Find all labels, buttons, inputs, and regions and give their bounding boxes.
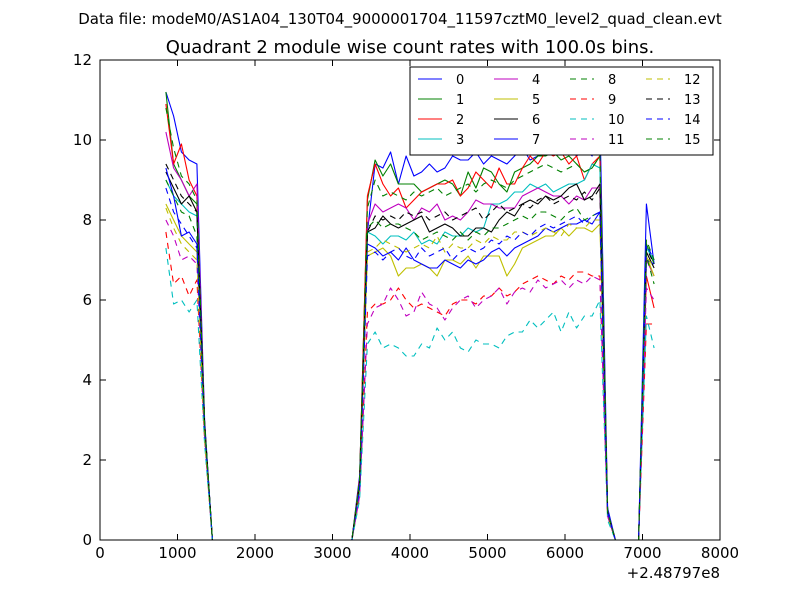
x-tick-label: 5000 [468, 544, 506, 562]
legend-label: 3 [456, 133, 464, 148]
legend-label: 0 [456, 73, 464, 88]
legend-label: 6 [532, 113, 540, 128]
x-tick-label: 8000 [701, 544, 739, 562]
legend-label: 14 [684, 113, 701, 128]
x-tick-label: 1000 [158, 544, 196, 562]
y-tick-label: 8 [82, 211, 92, 229]
legend-label: 13 [684, 93, 701, 108]
legend-item-12: 12 [646, 73, 701, 88]
y-tick-label: 4 [82, 371, 92, 389]
legend-item-15: 15 [646, 133, 701, 148]
legend-item-7: 7 [494, 133, 540, 148]
x-tick-label: 7000 [623, 544, 661, 562]
legend-label: 15 [684, 133, 701, 148]
legend-label: 2 [456, 113, 464, 128]
legend-item-13: 13 [646, 93, 701, 108]
legend-item-5: 5 [494, 93, 540, 108]
y-tick-label: 2 [82, 451, 92, 469]
legend-label: 10 [608, 113, 625, 128]
legend-label: 1 [456, 93, 464, 108]
y-tick-label: 6 [82, 291, 92, 309]
legend-item-2: 2 [418, 113, 464, 128]
series-line-14 [165, 187, 655, 541]
x-tick-label: 3000 [313, 544, 351, 562]
legend-box [409, 66, 714, 156]
legend-item-1: 1 [418, 93, 464, 108]
x-tick-label: 0 [95, 544, 105, 562]
legend-label: 9 [608, 93, 616, 108]
legend-label: 12 [684, 73, 701, 88]
x-tick-label: 2000 [236, 544, 274, 562]
legend-item-4: 4 [494, 73, 540, 88]
legend-item-0: 0 [418, 73, 464, 88]
legend-label: 5 [532, 93, 540, 108]
legend-label: 7 [532, 133, 540, 148]
legend-item-9: 9 [570, 93, 616, 108]
y-tick-label: 12 [73, 51, 92, 69]
legend-label: 11 [608, 133, 625, 148]
x-tick-label: 6000 [546, 544, 584, 562]
axes: 0 1000 2000 3000 4000 5000 6000 7000 80000246810… [73, 51, 739, 562]
legend-label: 8 [608, 73, 616, 88]
legend-item-6: 6 [494, 113, 540, 128]
legend-label: 4 [532, 73, 540, 88]
series-line-10 [165, 247, 655, 541]
legend-item-10: 10 [570, 113, 625, 128]
x-axis-offset-label: +2.48797e8 [627, 564, 720, 582]
series-line-8 [165, 179, 655, 541]
x-tick-label: 4000 [391, 544, 429, 562]
legend-item-14: 14 [646, 113, 701, 128]
figure-suptitle: Data file: modeM0/AS1A04_130T04_90000017… [78, 10, 722, 29]
y-tick-label: 10 [73, 131, 92, 149]
y-tick-label: 0 [82, 531, 92, 549]
legend-item-8: 8 [570, 73, 616, 88]
chart-title: Quadrant 2 module wise count rates with … [166, 37, 655, 58]
legend-item-3: 3 [418, 133, 464, 148]
legend-item-11: 11 [570, 133, 625, 148]
